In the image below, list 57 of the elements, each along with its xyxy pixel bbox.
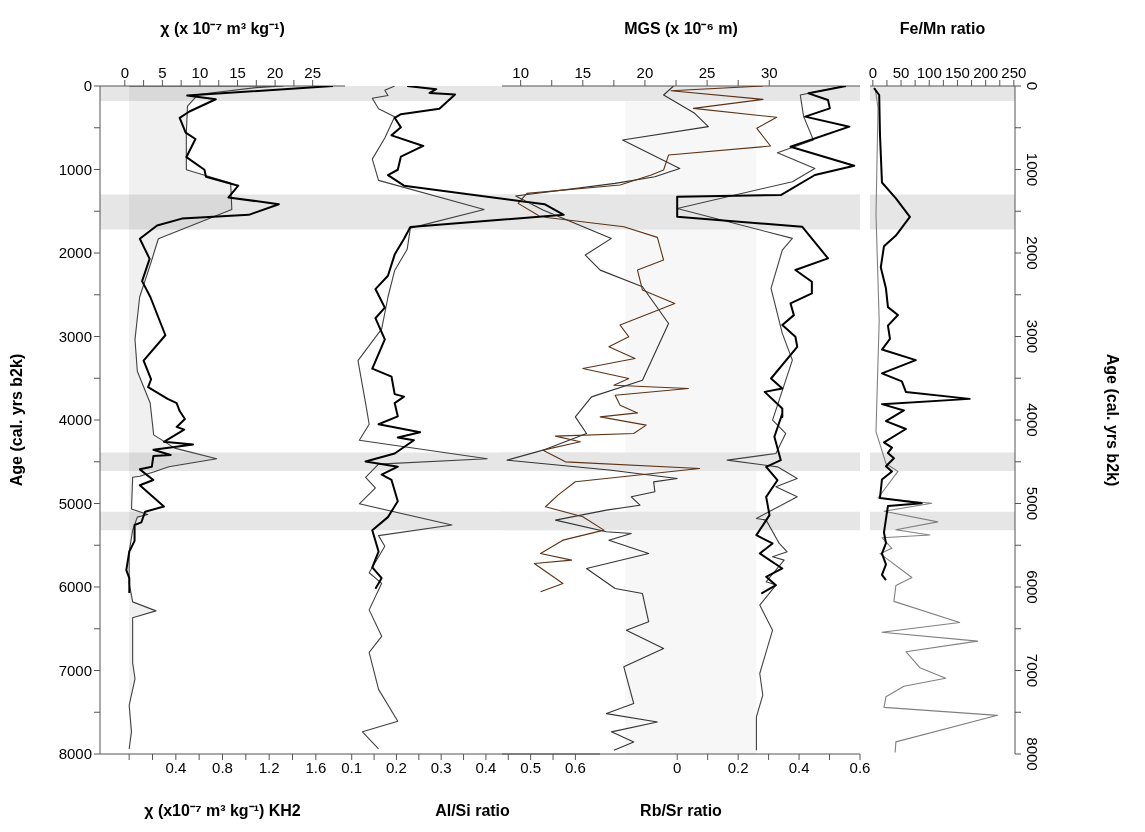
y-tick-label: 3000 bbox=[1024, 319, 1041, 354]
x-tick-label: 1.6 bbox=[305, 758, 327, 776]
y-axis-title: Age (cal. yrs b2k) bbox=[8, 353, 25, 487]
x-tick-label: 0 bbox=[673, 758, 682, 776]
y-tick-label: 3000 bbox=[58, 327, 92, 345]
y-tick-label: 4000 bbox=[1024, 403, 1041, 437]
x-tick-label: 0.3 bbox=[430, 758, 452, 776]
y-tick-label: 1000 bbox=[58, 160, 92, 178]
y-tick-label: 6000 bbox=[1024, 570, 1041, 604]
x-axis-title: χ (x10⁻⁷ m³ kg⁻¹) KH2 bbox=[144, 802, 301, 819]
x-tick-label: 250 bbox=[1001, 64, 1027, 81]
x-tick-label: 0.8 bbox=[212, 758, 233, 776]
x-axis-title: Rb/Sr ratio bbox=[640, 802, 723, 819]
x-tick-label: 100 bbox=[916, 64, 942, 81]
y-tick-label: 0 bbox=[83, 77, 92, 95]
x2-tick-label: 15 bbox=[229, 64, 246, 81]
x2-tick-label: 5 bbox=[158, 64, 167, 81]
x2-tick-label: 25 bbox=[304, 64, 322, 81]
x2-tick-label: 30 bbox=[760, 64, 778, 81]
x2-tick-label: 15 bbox=[574, 64, 592, 81]
x-tick-label: 0.6 bbox=[564, 758, 586, 776]
x2-tick-label: 20 bbox=[636, 64, 654, 81]
y-tick-label: 7000 bbox=[1024, 653, 1041, 688]
x-tick-label: 150 bbox=[944, 64, 970, 81]
x-tick-label: 1.2 bbox=[258, 758, 280, 776]
x-tick-label: 0 bbox=[868, 64, 877, 81]
y-tick-label: 2000 bbox=[1024, 236, 1041, 270]
x-tick-label: 50 bbox=[892, 64, 910, 81]
x2-tick-label: 10 bbox=[191, 64, 209, 81]
x2-tick-label: 25 bbox=[698, 64, 716, 81]
x2-tick-label: 10 bbox=[512, 64, 529, 81]
y-tick-label: 5000 bbox=[1024, 486, 1041, 521]
x2-axis-title: χ (x 10⁻⁷ m³ kg⁻¹) bbox=[160, 20, 285, 37]
x-tick-label: 0.5 bbox=[520, 758, 542, 776]
x-tick-label: 0.4 bbox=[788, 758, 810, 776]
x-tick-label: 0.6 bbox=[849, 758, 871, 776]
x2-tick-label: 20 bbox=[266, 64, 284, 81]
x-tick-label: 200 bbox=[973, 64, 999, 81]
y-tick-label: 8000 bbox=[58, 745, 92, 763]
y-tick-label: 4000 bbox=[58, 411, 92, 429]
x-tick-label: 0.4 bbox=[475, 758, 497, 776]
x-tick-label: 0.4 bbox=[165, 758, 187, 776]
y-tick-label: 7000 bbox=[58, 661, 92, 679]
x-tick-label: 0.2 bbox=[386, 758, 407, 776]
line-series bbox=[873, 87, 971, 582]
x2-axis-title: MGS (x 10⁻⁶ m) bbox=[624, 20, 738, 37]
y-axis-title: Age (cal. yrs b2k) bbox=[1104, 353, 1121, 487]
x-axis-title: Fe/Mn ratio bbox=[899, 20, 986, 37]
y-tick-label: 8000 bbox=[1024, 737, 1041, 771]
x-axis-title: Al/Si ratio bbox=[435, 802, 511, 819]
x-tick-label: 0.2 bbox=[727, 758, 749, 776]
x-tick-label: 0.1 bbox=[341, 758, 363, 776]
y-tick-label: 0 bbox=[1024, 81, 1041, 91]
y-tick-label: 6000 bbox=[58, 578, 92, 596]
y-tick-label: 5000 bbox=[58, 494, 92, 512]
y-tick-label: 2000 bbox=[58, 244, 92, 262]
y-tick-label: 1000 bbox=[1024, 152, 1041, 187]
